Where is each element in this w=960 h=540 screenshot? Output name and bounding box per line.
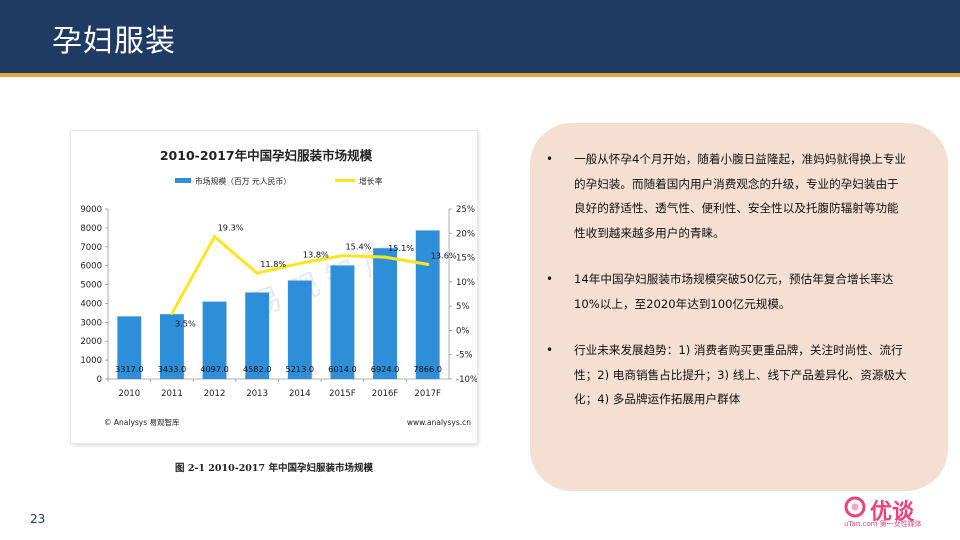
bullet-dot: •: [546, 272, 554, 286]
x-tick-label: 2011: [161, 389, 183, 399]
bar: [373, 248, 397, 379]
bar: [245, 292, 270, 379]
x-tick-label: 2010: [118, 389, 140, 399]
page-title: 孕妇服装: [52, 24, 176, 59]
growth-data-label: 13.6%: [431, 250, 457, 260]
bullet-text: 一般从怀孕4个月开始，随着小腹日益隆起，准妈妈就得换上专业的孕妇装。而随着国内用…: [574, 152, 907, 240]
y-left-tick-label: 4000: [80, 299, 102, 309]
legend-bar-swatch: [175, 178, 191, 183]
y-right-tick-label: -5%: [456, 351, 473, 361]
bar: [330, 265, 355, 379]
x-tick-label: 2016F: [372, 389, 399, 399]
growth-data-label: 15.4%: [345, 242, 371, 252]
bullet-item: • 一般从怀孕4个月开始，随着小腹日益隆起，准妈妈就得换上专业的孕妇装。而随着国…: [546, 147, 908, 245]
y-left-tick-label: 9000: [80, 205, 102, 215]
chart-title: 2010-2017年中国孕妇服装市场规模: [160, 148, 373, 163]
bar: [202, 301, 227, 379]
bar-data-label: 3317.0: [115, 364, 144, 374]
growth-data-label: 13.8%: [303, 249, 329, 259]
growth-data-label: 11.8%: [260, 259, 286, 269]
bar-data-label: 4582.0: [243, 364, 272, 374]
y-left-tick-label: 7000: [80, 243, 102, 253]
y-left-tick-label: 1000: [80, 356, 102, 366]
legend-line-label: 增长率: [359, 176, 383, 186]
x-tick-label: 2017F: [414, 389, 441, 399]
bullet-item: • 14年中国孕妇服装市场规模突破50亿元，预估年复合增长率达10%以上，至20…: [546, 267, 908, 316]
bar-data-label: 5213.0: [285, 364, 314, 374]
bar-data-label: 7866.0: [413, 364, 442, 374]
y-right-tick-label: 5%: [456, 302, 470, 312]
growth-point: [170, 311, 174, 316]
x-tick-label: 2013: [246, 389, 268, 399]
bars-layer: [117, 230, 440, 379]
bullet-dot: •: [546, 343, 554, 357]
bullet-text: 14年中国孕妇服装市场规模突破50亿元，预估年复合增长率达10%以上，至2020…: [574, 272, 894, 311]
chart-legend: 市场规模（百万 元人民币） 增长率: [175, 176, 383, 186]
bullet-item: • 行业未来发展趋势：1) 消费者购买更重品牌，关注时尚性、流行性；2) 电商销…: [546, 338, 908, 412]
chart-card: 2010-2017年中国孕妇服装市场规模 市场规模（百万 元人民币） 增长率 易…: [71, 131, 477, 443]
bullet-dot: •: [546, 152, 554, 166]
title-bar: 孕妇服装: [0, 0, 960, 73]
bar: [415, 230, 440, 379]
bullet-list: • 一般从怀孕4个月开始，随着小腹日益隆起，准妈妈就得换上专业的孕妇装。而随着国…: [546, 147, 908, 412]
bar-data-label: 4097.0: [200, 364, 229, 374]
y-right-tick-label: 10%: [456, 278, 475, 288]
y-right-tick-label: 15%: [456, 254, 475, 264]
page-number: 23: [30, 512, 46, 526]
y-left-tick-label: 5000: [80, 281, 102, 291]
bar-data-label: 3433.0: [158, 364, 187, 374]
y-right-tick-label: -10%: [456, 375, 477, 385]
y-left-tick-label: 6000: [80, 262, 102, 272]
line-layer: [170, 235, 430, 316]
bar: [160, 314, 184, 379]
legend-bar-label: 市场规模（百万 元人民币）: [195, 176, 291, 186]
chart-url: www.analysys.cn: [407, 418, 471, 427]
logo-subtitle: uTan.com 第一女性媒体: [844, 520, 922, 528]
brand-logo: 优谈 uTan.com 第一女性媒体: [832, 494, 944, 530]
chart-svg: 2010-2017年中国孕妇服装市场规模 市场规模（百万 元人民币） 增长率 易…: [80, 148, 477, 427]
growth-point: [426, 262, 430, 266]
y-left-tick-label: 0: [97, 375, 102, 385]
y-right-tick-label: 0%: [456, 326, 470, 336]
title-bar-rule: [0, 73, 960, 77]
growth-point: [255, 271, 259, 275]
bar-data-label: 6014.0: [328, 364, 357, 374]
growth-data-label: 19.3%: [218, 223, 244, 233]
growth-point: [298, 261, 302, 265]
growth-data-label: 15.1%: [388, 243, 414, 253]
y-left-tick-label: 2000: [80, 337, 102, 347]
bar-data-label: 6924.0: [371, 364, 400, 374]
y-left-tick-label: 8000: [80, 224, 102, 234]
growth-point: [383, 255, 387, 259]
bar: [117, 316, 142, 379]
bar: [287, 280, 312, 379]
logo-name: 优谈: [870, 500, 915, 525]
growth-point: [212, 235, 217, 239]
y-right-tick-label: 20%: [456, 229, 475, 239]
chart-caption: 图 2-1 2010-2017 年中国孕妇服装市场规模: [175, 463, 373, 474]
text-panel: • 一般从怀孕4个月开始，随着小腹日益隆起，准妈妈就得换上专业的孕妇装。而随着国…: [530, 123, 948, 491]
chart-source: © Analysys 易观智库: [104, 417, 180, 427]
x-tick-label: 2015F: [329, 389, 356, 399]
y-right-tick-label: 25%: [456, 205, 475, 215]
labels-layer: 3317.0 3433.0 4097.0 4582.0 5213.0 6014.0 6924…: [115, 223, 457, 374]
bullet-text: 行业未来发展趋势：1) 消费者购买更重品牌，关注时尚性、流行性；2) 电商销售占…: [574, 343, 907, 406]
growth-point: [340, 254, 345, 258]
x-tick-label: 2014: [289, 389, 311, 399]
x-tick-label: 2012: [204, 389, 226, 399]
growth-data-label: 3.5%: [175, 318, 196, 328]
logo-flower-icon: [844, 496, 866, 518]
y-left-tick-label: 3000: [80, 318, 102, 328]
axes-layer: 0 1000 2000 3000 4000 5000 6000 7000 8000 9000 -10…: [80, 205, 477, 399]
